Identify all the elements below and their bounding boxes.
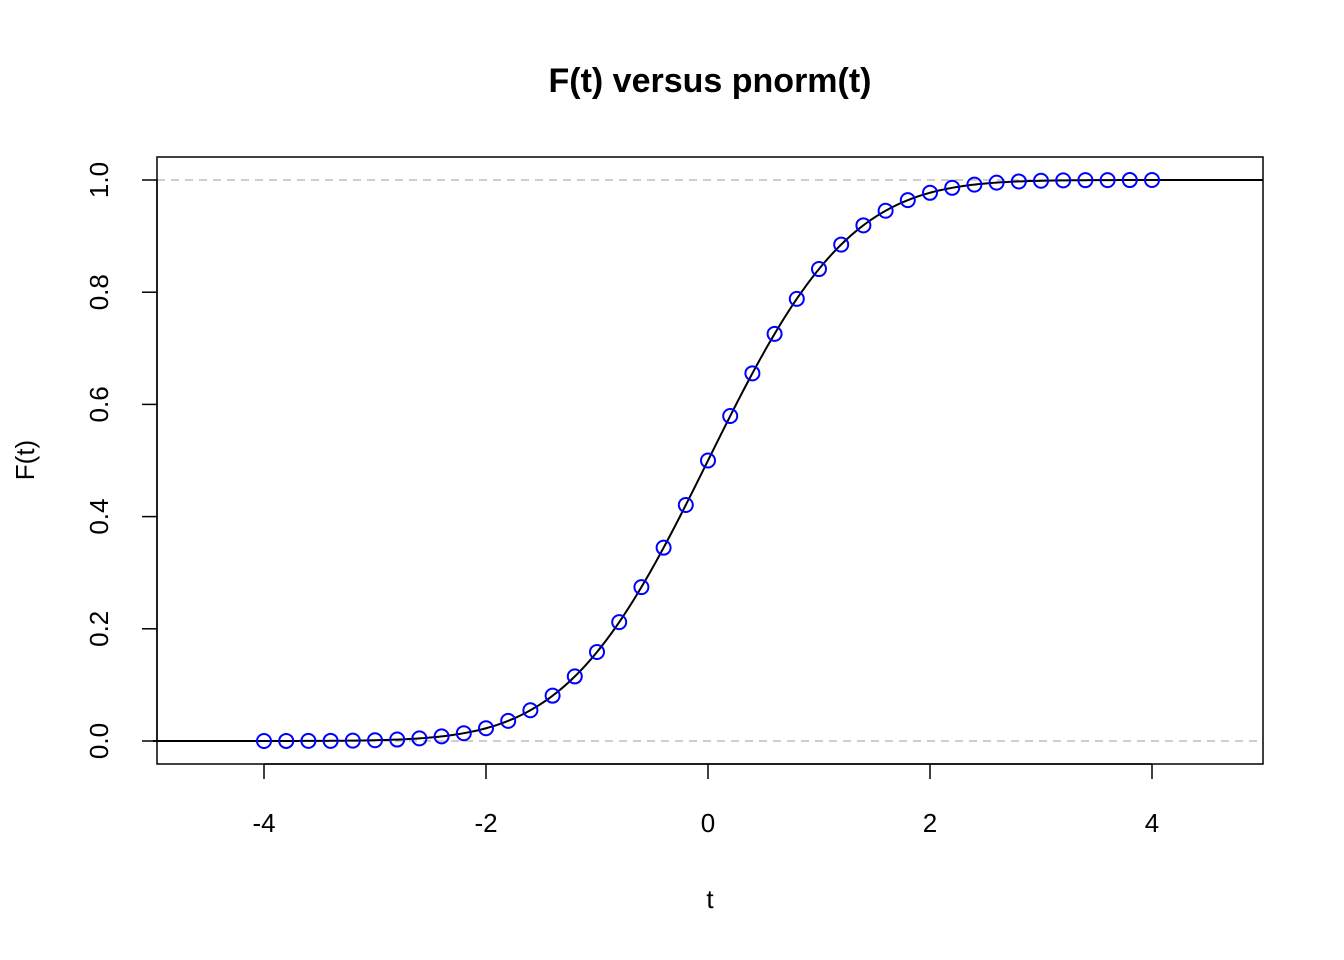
data-point: [944, 179, 961, 196]
y-tick-label: 0.8: [84, 274, 114, 310]
data-point: [367, 732, 383, 749]
x-axis-label: t: [706, 884, 714, 914]
data-point: [1033, 172, 1049, 189]
data-point: [1077, 172, 1094, 189]
data-point: [300, 732, 317, 749]
x-tick-label: 4: [1145, 808, 1159, 838]
y-axis-label: F(t): [10, 440, 40, 480]
plot-frame: [156, 156, 1264, 765]
data-points: [256, 172, 1160, 749]
data-point: [700, 452, 716, 469]
data-point: [433, 728, 450, 745]
data-point: [1010, 173, 1027, 190]
chart-title: F(t) versus pnorm(t): [549, 62, 872, 100]
data-point: [744, 365, 761, 382]
reference-lines: [157, 179, 1263, 742]
data-point: [389, 731, 406, 748]
data-point: [411, 730, 428, 747]
y-tick-label: 0.0: [84, 723, 114, 759]
data-point: [677, 496, 694, 513]
x-tick-label: -4: [252, 808, 275, 838]
data-point: [522, 702, 539, 719]
data-point: [1121, 172, 1138, 189]
x-tick-label: 0: [701, 808, 715, 838]
x-axis: -4 -2 0 2 4: [252, 763, 1159, 838]
y-tick-label: 0.6: [84, 386, 114, 422]
cdf-curve: [153, 179, 1263, 742]
data-point: [855, 217, 872, 234]
data-point: [500, 712, 517, 729]
data-point: [544, 687, 561, 704]
data-point: [1099, 172, 1116, 189]
data-point: [589, 643, 605, 660]
data-point: [633, 579, 650, 596]
data-point: [1055, 172, 1072, 189]
data-point: [966, 176, 983, 193]
data-point: [833, 236, 850, 253]
data-point: [766, 325, 783, 342]
data-point: [1144, 172, 1160, 188]
data-point: [722, 408, 739, 425]
data-point: [655, 539, 672, 556]
x-tick-label: -2: [474, 808, 497, 838]
cdf-curve-line: [153, 179, 1263, 742]
data-point: [611, 614, 628, 631]
data-point: [877, 202, 894, 219]
y-tick-label: 0.4: [84, 499, 114, 535]
data-point: [256, 733, 272, 749]
data-point: [922, 184, 938, 201]
data-point: [788, 290, 805, 307]
data-point: [344, 732, 361, 749]
data-point: [478, 720, 494, 737]
data-point: [988, 174, 1005, 191]
data-point: [811, 261, 827, 278]
data-point: [566, 668, 583, 685]
data-point: [278, 732, 295, 749]
data-point: [899, 192, 916, 209]
y-axis: 0.0 0.2 0.4 0.6 0.8 1.0: [84, 162, 158, 759]
data-point: [322, 732, 339, 749]
x-tick-label: 2: [923, 808, 937, 838]
y-tick-label: 0.2: [84, 611, 114, 647]
data-point: [455, 725, 472, 742]
y-tick-label: 1.0: [84, 162, 114, 198]
